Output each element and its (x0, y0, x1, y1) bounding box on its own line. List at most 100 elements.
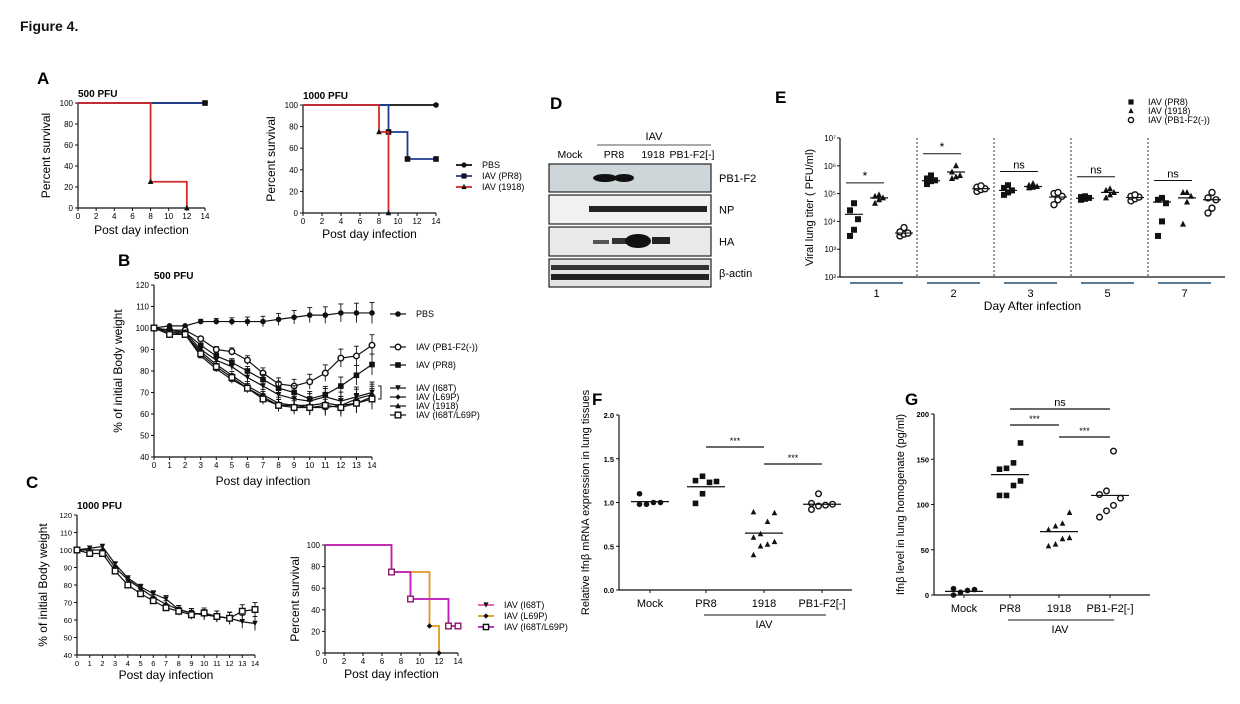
x-tick-label: 10 (164, 212, 173, 221)
legend-marker (482, 623, 490, 631)
data-point (259, 395, 267, 403)
data-point (876, 191, 882, 198)
x-tick-label: 2 (100, 659, 104, 668)
x-tick-label: 12 (225, 659, 233, 668)
x-tick-label: 8 (276, 461, 281, 470)
data-point (928, 172, 934, 179)
x-tick-label: 12 (336, 461, 345, 470)
x-tick-label: 2 (342, 657, 347, 666)
y-tick-label: 20 (64, 183, 73, 192)
series-line (303, 104, 390, 213)
data-point (1208, 204, 1216, 212)
data-point (306, 312, 313, 318)
significance-label: * (940, 140, 945, 154)
data-point (847, 207, 853, 214)
legend-label: IAV (I68T) (416, 383, 456, 393)
data-point (964, 587, 971, 594)
y-axis-label: Percent survival (39, 113, 53, 198)
data-point (244, 368, 251, 374)
data-point (238, 607, 246, 615)
y-tick-label: 20 (311, 627, 320, 636)
legend-label: IAV (PB1-F2(-)) (416, 342, 478, 352)
x-tick-label: 4 (126, 659, 130, 668)
x-tick-label: 0 (75, 659, 79, 668)
data-point (771, 509, 778, 516)
data-point (851, 200, 857, 207)
y-tick-label: 100 (136, 324, 150, 333)
data-point (291, 314, 297, 321)
x-axis-label: Post day infection (344, 667, 439, 681)
data-point (353, 310, 360, 316)
x-tick-label: 2 (950, 288, 956, 300)
legend-marker (1128, 99, 1134, 105)
data-point (99, 543, 106, 550)
y-axis-label: Viral lung titer ( PFU/ml) (804, 149, 816, 266)
data-point (337, 354, 345, 362)
data-point (657, 499, 664, 506)
x-tick-label: 4 (112, 212, 117, 221)
x-tick-label: 10 (416, 657, 425, 666)
data-point (950, 585, 957, 592)
legend-label: IAV (PR8) (482, 171, 522, 181)
data-point (1188, 192, 1194, 199)
x-tick-label: 1 (88, 659, 92, 668)
chart-C1: 0 1 2 3 4 5 6 7 8 9 10 11 12 13 1440506070809010011012… (36, 501, 259, 682)
data-point (1107, 191, 1113, 198)
data-point (445, 622, 453, 630)
x-tick-label: 5 (138, 659, 142, 668)
x-tick-label: 5 (230, 461, 235, 470)
x-axis-label: Post day infection (94, 223, 189, 237)
y-tick-label: 1.0 (604, 499, 614, 508)
y-tick-label: 10⁶ (824, 162, 836, 171)
data-point (243, 384, 251, 392)
x-axis-label: Day After infection (984, 299, 1081, 313)
data-point (1059, 535, 1066, 542)
x-tick-label: 4 (361, 657, 366, 666)
y-tick-label: 20 (289, 187, 298, 196)
data-point (1066, 534, 1073, 541)
data-point (338, 310, 344, 316)
data-point (162, 604, 170, 612)
legend-marker (395, 362, 401, 368)
data-point (338, 383, 344, 389)
y-tick-label: 0 (316, 649, 321, 658)
x-tick-label: PB1-F2[-] (1086, 603, 1133, 615)
data-point (166, 330, 174, 338)
data-point (1155, 232, 1161, 239)
x-tick-label: 14 (368, 461, 377, 470)
x-tick-label: 10 (305, 461, 314, 470)
series-line (77, 549, 230, 619)
significance-label: *** (1029, 414, 1040, 424)
data-point (1078, 194, 1084, 201)
legend-label: IAV (L69P) (416, 392, 459, 402)
x-tick-label: 13 (238, 659, 246, 668)
blot-row (548, 258, 712, 288)
data-point (1103, 194, 1109, 201)
data-point (750, 534, 757, 540)
x-tick-label: Mock (951, 603, 978, 615)
x-tick-label: 14 (201, 212, 210, 221)
x-tick-label: 1 (873, 288, 879, 300)
y-tick-label: 10³ (824, 245, 836, 254)
data-point (197, 350, 205, 358)
data-point (436, 650, 442, 656)
data-point (1045, 526, 1052, 533)
x-tick-label: 1918 (752, 598, 776, 610)
x-tick-label: 14 (251, 659, 259, 668)
band (589, 206, 707, 212)
chart-title: 1000 PFU (303, 91, 348, 102)
bracket (378, 385, 382, 400)
x-tick-label: 3 (113, 659, 117, 668)
legend-marker (461, 162, 467, 168)
y-axis-label: Percent survival (288, 556, 302, 641)
x-tick-label: 10 (200, 659, 208, 668)
data-point (213, 353, 220, 359)
data-point (1050, 200, 1058, 209)
blot-label: HA (719, 237, 735, 249)
x-tick-label: 12 (435, 657, 444, 666)
y-tick-label: 1.5 (604, 455, 614, 464)
data-point (1109, 447, 1117, 455)
legend-marker (461, 173, 467, 179)
data-point (1010, 482, 1017, 489)
data-point (1180, 188, 1186, 195)
